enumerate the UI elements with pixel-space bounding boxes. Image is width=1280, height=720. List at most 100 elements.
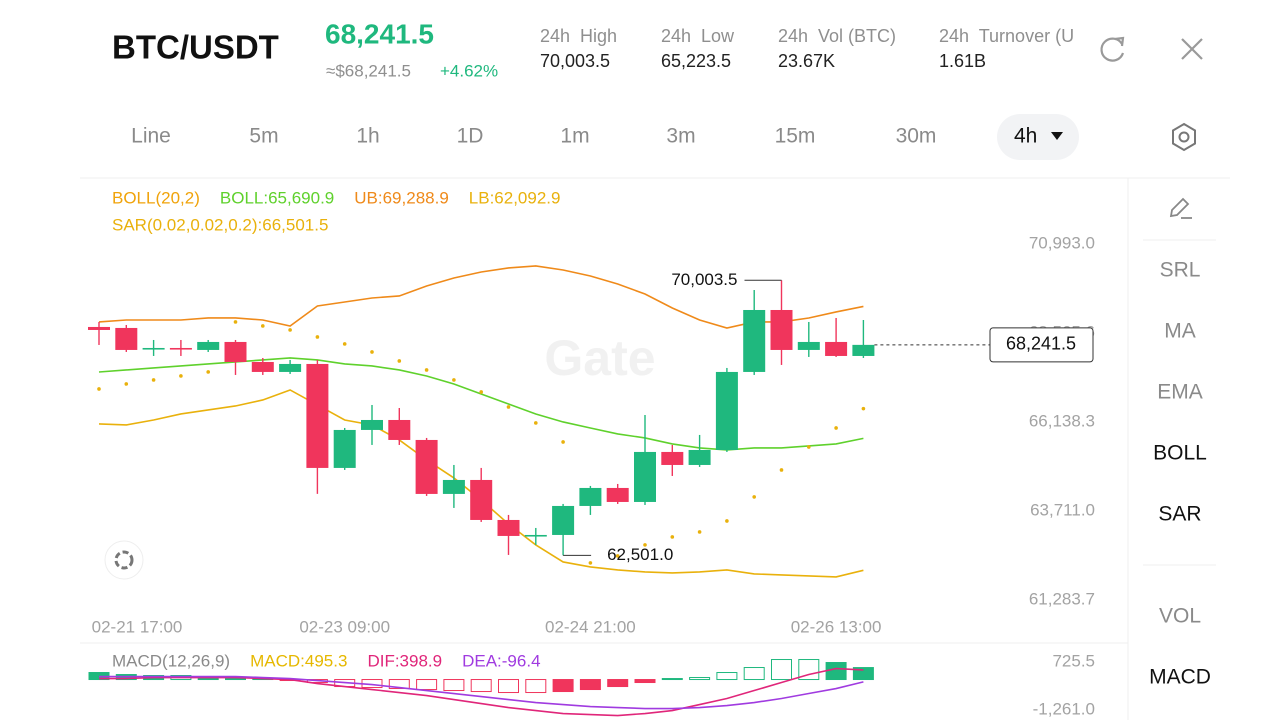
candle-body	[88, 326, 110, 330]
reset-view-button[interactable]	[104, 540, 144, 580]
macd-bar	[443, 679, 465, 692]
indicator-tool[interactable]: VOL	[1159, 605, 1201, 628]
sar-dot	[370, 350, 374, 354]
timeframe-tab[interactable]: 15m	[775, 125, 816, 148]
timeframe-tab[interactable]: 1m	[560, 125, 589, 148]
timeframe-tab[interactable]: 30m	[896, 125, 937, 148]
x-tick-label: 02-23 09:00	[299, 617, 390, 636]
active-tab-bg	[997, 114, 1079, 160]
price-change: +4.62%	[440, 61, 498, 80]
y-tick-label: 66,138.3	[1029, 411, 1095, 430]
candle-body	[852, 344, 875, 356]
timeframe-tab[interactable]: 3m	[666, 125, 695, 148]
refresh-button[interactable]	[1100, 36, 1125, 62]
sar-dot	[861, 406, 866, 411]
sar-dot	[342, 342, 347, 346]
timeframe-tab[interactable]: 5m	[249, 125, 278, 148]
stat-value: 70,003.5	[540, 51, 610, 71]
last-price-label: 68,241.5	[1006, 334, 1076, 354]
last-price-tag	[989, 327, 1094, 363]
candle-body	[388, 419, 411, 440]
stat-value: 65,223.5	[661, 51, 731, 71]
candle-body	[415, 439, 438, 494]
x-tick-label: 02-24 21:00	[545, 617, 636, 636]
indicator-tool[interactable]: MACD	[1149, 666, 1211, 689]
macd-bar	[634, 679, 656, 684]
draw-tool-button[interactable]	[1169, 197, 1192, 219]
macd-bar	[525, 679, 547, 694]
candle-body	[115, 327, 138, 350]
sar-dot	[561, 440, 565, 444]
y-tick-label: 70,993.0	[1029, 233, 1095, 252]
indicator-label: DEA:-96.4	[462, 651, 540, 670]
y-tick-label: -1,261.0	[1033, 699, 1095, 718]
sar-dot	[534, 421, 538, 425]
candle-body	[470, 479, 493, 520]
timeframe-tab[interactable]: 1h	[356, 125, 379, 148]
indicator-tool[interactable]: SAR	[1158, 503, 1201, 526]
timeframe-tab[interactable]: Line	[131, 125, 171, 148]
sar-dot	[452, 378, 456, 382]
sar-dot	[697, 530, 702, 534]
sar-dot	[97, 387, 101, 391]
candle-body	[634, 451, 656, 502]
y-tick-label: 61,283.7	[1029, 589, 1095, 608]
sar-dot	[834, 426, 838, 430]
macd-bar	[689, 677, 711, 681]
candle-body	[142, 347, 165, 350]
candle-body	[524, 534, 547, 537]
indicator-line	[99, 675, 864, 710]
macd-bar	[771, 659, 792, 681]
indicator-label: DIF:398.9	[367, 651, 442, 670]
macd-bar	[498, 679, 519, 694]
sar-dot	[506, 405, 511, 409]
stat-label: 24h Vol (BTC)	[778, 26, 896, 46]
main-chart-overlay: BOLL(20,2) BOLL:65,690.9 UB:69,288.9 LB:62,…	[92, 188, 1095, 636]
candle-body	[770, 309, 793, 350]
stat-label: 24h Turnover (U	[939, 26, 1074, 46]
sar-dot	[151, 378, 156, 382]
sar-dot	[643, 543, 647, 547]
macd-bar	[743, 667, 765, 681]
stat-label: 24h High	[540, 26, 617, 46]
timeframe-tab[interactable]: 1D	[457, 125, 484, 148]
indicator-label: BOLL:65,690.9	[220, 188, 334, 207]
macd-bar	[416, 679, 438, 691]
indicator-tool[interactable]: BOLL	[1153, 442, 1207, 465]
candle-body	[606, 487, 629, 502]
stat-value: 1.61B	[939, 51, 986, 71]
sar-dot	[588, 561, 593, 565]
sar-dot	[261, 324, 265, 328]
close-button[interactable]	[1181, 38, 1203, 60]
macd-bar	[470, 679, 492, 693]
indicator-label: LB:62,092.9	[469, 188, 561, 207]
candle-body	[825, 341, 848, 356]
indicator-tool[interactable]: EMA	[1157, 381, 1203, 404]
macd-bar	[852, 667, 874, 681]
indicator-label: MACD(12,26,9)	[112, 651, 230, 670]
macd-bar	[607, 679, 629, 688]
timeframe-tab[interactable]: 4h	[1014, 125, 1037, 148]
macd-bar	[716, 672, 738, 681]
settings-button[interactable]	[1172, 122, 1196, 152]
candle-body	[279, 363, 302, 372]
indicator-tool[interactable]: MA	[1164, 320, 1196, 343]
indicator-label: SAR(0.02,0.02,0.2):66,501.5	[112, 215, 328, 234]
dropdown-caret[interactable]	[1051, 132, 1063, 140]
indicator-tool[interactable]: SRL	[1160, 259, 1201, 282]
candle-body	[306, 363, 329, 468]
main-chart	[88, 265, 875, 578]
candle-body	[169, 347, 192, 350]
sar-dot	[615, 554, 620, 558]
indicator-label: BOLL(20,2)	[112, 188, 200, 207]
min-label: 62,501.0	[607, 545, 673, 564]
sar-dot	[179, 374, 183, 378]
sar-dot	[288, 328, 292, 332]
macd-bar	[579, 679, 601, 691]
candle-body	[497, 519, 520, 536]
sar-dot	[397, 359, 402, 363]
last-price: 68,241.5	[325, 18, 434, 49]
stat-value: 23.67K	[778, 51, 835, 71]
candle-body	[797, 341, 820, 350]
